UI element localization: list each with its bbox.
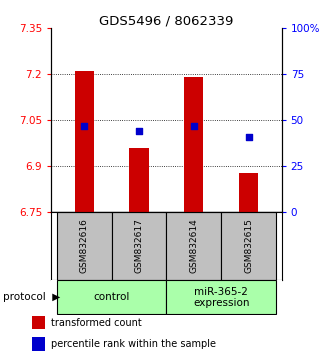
Bar — [166, 280, 276, 314]
Bar — [129, 148, 148, 212]
Bar — [184, 78, 204, 212]
Title: GDS5496 / 8062339: GDS5496 / 8062339 — [99, 14, 234, 27]
Bar — [32, 316, 45, 329]
Bar — [32, 337, 45, 350]
Text: miR-365-2
expression: miR-365-2 expression — [193, 286, 250, 308]
Bar — [112, 212, 166, 280]
Bar — [75, 71, 94, 212]
Point — [82, 123, 87, 129]
Bar — [221, 212, 276, 280]
Text: control: control — [93, 292, 130, 302]
Bar — [166, 212, 221, 280]
Text: GSM832617: GSM832617 — [134, 218, 143, 274]
Point — [136, 129, 141, 134]
Text: percentile rank within the sample: percentile rank within the sample — [51, 339, 216, 349]
Text: GSM832615: GSM832615 — [244, 218, 253, 274]
Point — [191, 123, 196, 129]
Text: protocol  ▶: protocol ▶ — [3, 292, 60, 302]
Text: GSM832616: GSM832616 — [80, 218, 89, 274]
Bar — [57, 280, 166, 314]
Bar — [57, 212, 112, 280]
Text: transformed count: transformed count — [51, 318, 142, 327]
Text: GSM832614: GSM832614 — [189, 219, 198, 273]
Bar — [239, 172, 258, 212]
Point — [246, 134, 251, 140]
